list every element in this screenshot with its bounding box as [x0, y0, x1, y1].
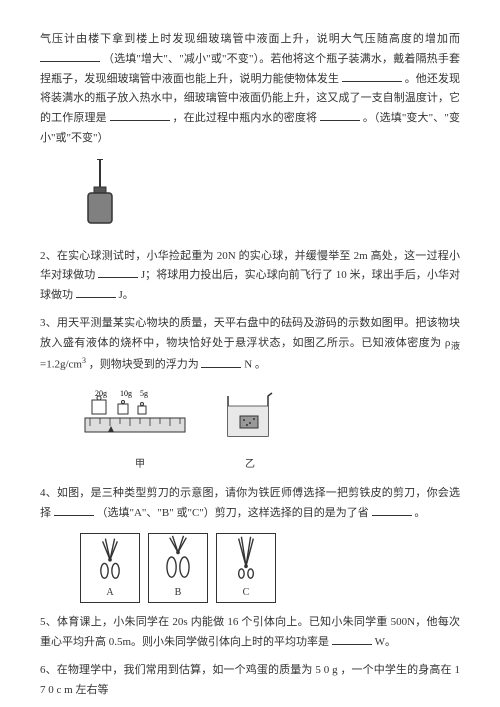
scissor-c: C: [216, 533, 276, 603]
q3-text-3: N 。: [244, 359, 266, 371]
scissor-a: A: [80, 533, 140, 603]
q1-blank-3[interactable]: [110, 109, 170, 121]
q3-figure-balance: 20g 10g 5g 甲: [80, 386, 200, 474]
q1-blank-4[interactable]: [320, 109, 360, 121]
q1-blank-1[interactable]: [40, 50, 100, 62]
q5-blank-1[interactable]: [332, 633, 372, 645]
q4-blank-1[interactable]: [54, 504, 94, 516]
q1-blank-2[interactable]: [342, 70, 402, 82]
question-5: 5、体育课上，小朱同学在 20s 内能做 16 个引体向上。已知小朱同学重 50…: [40, 613, 460, 653]
question-4: 4、如图，是三种类型剪刀的示意图，请你为铁匠师傅选择一把剪铁皮的剪刀，你会选择 …: [40, 484, 460, 524]
weight-label-5g: 5g: [140, 389, 148, 398]
question-6: 6、在物理学中，我们常用到估算，如一个鸡蛋的质量为 5 0 g ，一个中学生的身…: [40, 661, 460, 701]
q5-text-1: 5、体育课上，小朱同学在 20s 内能做 16 个引体向上。已知小朱同学重 50…: [40, 616, 460, 648]
question-1: 气压计由楼下拿到楼上时发现细玻璃管中液面上升，说明大气压随高度的增加而 （选填"…: [40, 30, 460, 149]
q3-caption-1: 甲: [80, 456, 200, 474]
question-3: 3、用天平测量某实心物块的质量，天平右盘中的砝码及游码的示数如图甲。把该物块放入…: [40, 314, 460, 376]
q3-eq: =1.2g/cm: [40, 359, 82, 371]
q3-text-2: ，则物块受到的浮力为: [89, 359, 199, 371]
q1-figure-bottle: [80, 159, 460, 237]
scissor-label-b: B: [175, 584, 182, 602]
q6-text-1: 6、在物理学中，我们常用到估算，如一个鸡蛋的质量为 5 0 g ，一个中学生的身…: [40, 664, 460, 696]
q2-blank-2[interactable]: [76, 286, 116, 298]
q4-text-3: 。: [414, 507, 425, 519]
q1-text-1: 气压计由楼下拿到楼上时发现细玻璃管中液面上升，说明大气压随高度的增加而: [40, 33, 460, 45]
scissor-b: B: [148, 533, 208, 603]
q3-caption-2: 乙: [220, 456, 280, 474]
question-2: 2、在实心球测试时，小华捡起重为 20N 的实心球，并缓慢举至 2m 高处，这一…: [40, 247, 460, 306]
q4-text-2: （选填"A"、"B" 或"C"）剪刀，这样选择的目的是为了省: [97, 507, 369, 519]
weight-label-10g: 10g: [120, 389, 132, 398]
q3-sub: 液: [450, 341, 460, 351]
q2-blank-1[interactable]: [98, 266, 138, 278]
scissor-label-c: C: [243, 584, 250, 602]
q1-text-4: ，在此过程中瓶内水的密度将: [172, 112, 317, 124]
q3-figure-beaker: 乙: [220, 391, 280, 474]
q2-text-3: J。: [119, 289, 134, 301]
q3-figure-row: 20g 10g 5g 甲: [80, 386, 460, 474]
q5-text-2: W。: [375, 636, 396, 648]
q3-text-1: 3、用天平测量某实心物块的质量，天平右盘中的砝码及游码的示数如图甲。把该物块放入…: [40, 317, 460, 349]
scissor-label-a: A: [106, 584, 113, 602]
q4-blank-2[interactable]: [372, 504, 412, 516]
q3-sup: 3: [82, 356, 86, 365]
q4-figure-scissors: A B C: [80, 533, 460, 603]
q3-blank-1[interactable]: [201, 356, 241, 368]
